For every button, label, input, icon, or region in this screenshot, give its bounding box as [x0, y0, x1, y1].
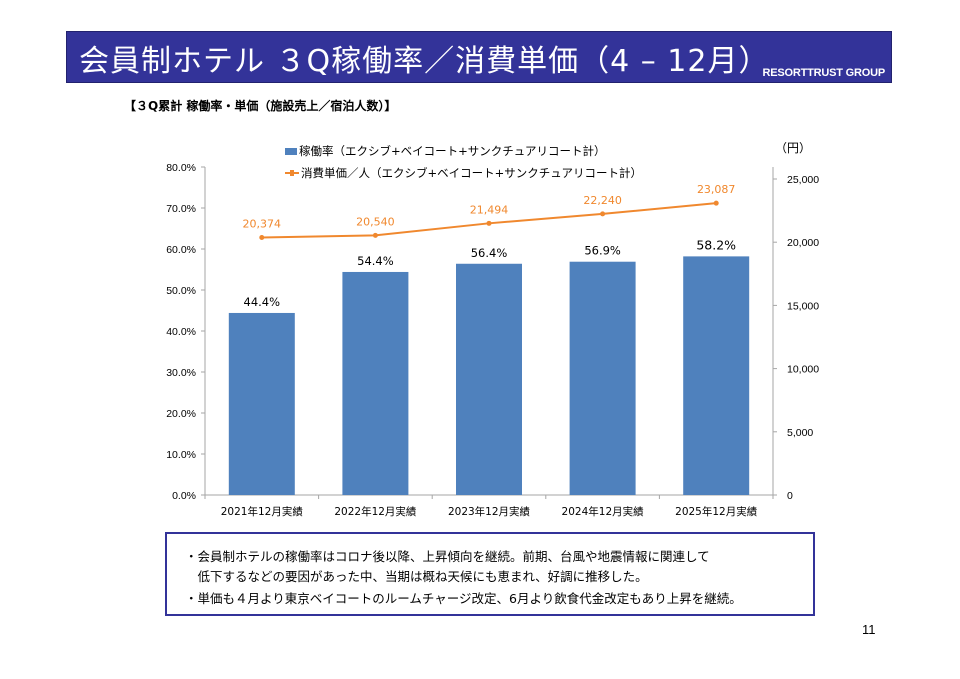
chart-subtitle: 【３Q累計 稼働率・単価（施設売上／宿泊人数）】 — [124, 99, 397, 113]
right-axis-tick-label: 10,000 — [787, 364, 819, 376]
line-data-label: 20,374 — [243, 217, 282, 230]
line-point-unit-price — [713, 200, 719, 206]
left-axis-tick-label: 60.0% — [166, 244, 196, 256]
legend-item-unit-price: 消費単価／人（エクシブ+ベイコート+サンクチュアリコート計） — [285, 165, 642, 181]
left-axis-tick-label: 80.0% — [166, 162, 196, 174]
bar-occupancy — [456, 263, 522, 495]
legend-label-occupancy: 稼働率（エクシブ+ベイコート+サンクチュアリコート計） — [299, 144, 606, 158]
bar-data-label: 58.2% — [696, 237, 736, 252]
title-bar: 会員制ホテル ３Q稼働率／消費単価（4 – 12月） RESORTTRUST G… — [66, 31, 892, 83]
left-axis-tick-label: 30.0% — [166, 367, 196, 379]
left-axis-tick-label: 50.0% — [166, 285, 196, 297]
line-data-label: 22,240 — [583, 194, 622, 207]
bar-occupancy — [683, 256, 750, 495]
x-axis-tick-label: 2024年12月実績 — [562, 505, 645, 518]
line-data-label: 21,494 — [470, 203, 509, 216]
line-data-label: 23,087 — [697, 183, 736, 196]
right-axis-tick-label: 20,000 — [787, 237, 819, 249]
left-axis-tick-label: 0.0% — [172, 490, 196, 502]
left-axis-tick-label: 40.0% — [166, 326, 196, 338]
bar-occupancy — [228, 312, 295, 495]
bar-occupancy — [342, 271, 409, 495]
page-title: 会員制ホテル ３Q稼働率／消費単価（4 – 12月） — [79, 44, 770, 79]
right-axis-tick-label: 15,000 — [787, 300, 819, 312]
note-line-1: ・会員制ホテルの稼働率はコロナ後以降、上昇傾向を継続。前期、台風や地震情報に関連… — [185, 549, 710, 564]
right-axis-tick-label: 25,000 — [787, 174, 819, 186]
right-axis-tick-label: 0 — [787, 490, 793, 502]
bar-data-label: 54.4% — [357, 254, 394, 268]
commentary-box: ・会員制ホテルの稼働率はコロナ後以降、上昇傾向を継続。前期、台風や地震情報に関連… — [165, 532, 815, 616]
bar-data-label: 56.9% — [584, 244, 621, 258]
line-point-unit-price — [372, 232, 378, 238]
brand-logo-text: RESORTTRUST GROUP — [762, 67, 886, 79]
right-axis-tick-label: 5,000 — [787, 427, 813, 439]
note-line-3: ・単価も４月より東京ベイコートのルームチャージ改定、6月より飲食代金改定もあり上… — [185, 591, 742, 606]
line-point-unit-price — [259, 234, 265, 240]
bar-data-label: 56.4% — [471, 246, 508, 260]
left-axis-tick-label: 10.0% — [166, 449, 196, 461]
left-axis-tick-label: 70.0% — [166, 203, 196, 215]
bar-data-label: 44.4% — [244, 295, 281, 309]
bar-occupancy — [569, 261, 636, 495]
right-axis-unit: （円） — [775, 141, 812, 155]
x-axis-tick-label: 2022年12月実績 — [334, 505, 417, 518]
line-data-label: 20,540 — [356, 215, 395, 228]
x-axis-tick-label: 2021年12月実績 — [221, 505, 304, 518]
x-axis-tick-label: 2025年12月実績 — [675, 505, 758, 518]
line-point-unit-price — [600, 211, 606, 217]
line-point-unit-price — [486, 220, 492, 226]
legend-bar-swatch — [285, 147, 297, 155]
legend-label-unit-price: 消費単価／人（エクシブ+ベイコート+サンクチュアリコート計） — [301, 166, 643, 180]
page-number: 11 — [862, 622, 876, 637]
legend-item-occupancy: 稼働率（エクシブ+ベイコート+サンクチュアリコート計） — [285, 143, 606, 159]
x-axis-tick-label: 2023年12月実績 — [448, 505, 531, 518]
legend-line-swatch — [285, 170, 299, 176]
left-axis-tick-label: 20.0% — [166, 408, 196, 420]
note-line-2: 低下するなどの要因があった中、当期は概ね天候にも恵まれ、好調に推移した。 — [185, 569, 648, 584]
